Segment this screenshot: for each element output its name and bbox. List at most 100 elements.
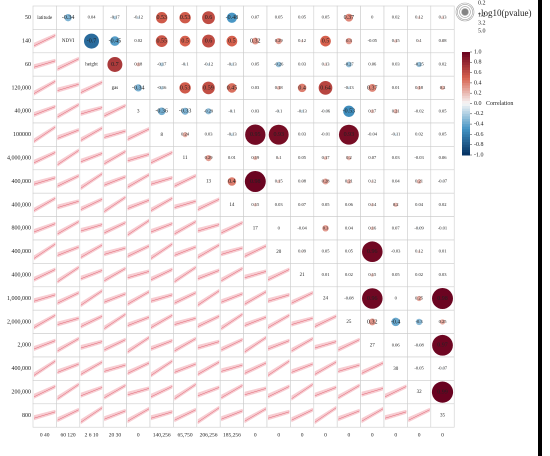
correlation-value: 0.02 [392, 15, 400, 20]
correlation-value: 0.04 [88, 15, 97, 20]
correlation-value: 0.15 [368, 272, 377, 277]
variable-label: 8 [160, 133, 163, 138]
fit-line [104, 222, 126, 234]
x-axis-label: 140,256 [153, 432, 171, 438]
fit-line [57, 409, 79, 421]
correlation-value: 0.01 [228, 155, 236, 160]
correlation-value: -0.13 [227, 132, 237, 137]
correlation-value: 0.12 [415, 15, 423, 20]
fit-line [57, 317, 79, 325]
x-axis-label: 0 [441, 432, 444, 438]
correlation-value: -0.45 [109, 38, 122, 44]
colorbar-label: -0.4 [474, 121, 484, 127]
correlation-value: -0.01 [438, 225, 447, 230]
fit-line [57, 58, 79, 70]
x-axis-label: 0 [301, 432, 304, 438]
correlation-value: 0.25 [415, 296, 424, 301]
correlation-value: 0.04 [345, 225, 354, 230]
correlation-circle [230, 110, 233, 113]
variable-label: 35 [440, 414, 446, 419]
correlation-circle [416, 61, 422, 68]
fit-line [33, 126, 56, 142]
fit-line [80, 107, 103, 115]
fit-line [291, 409, 313, 421]
correlation-circle [418, 204, 420, 206]
correlation-value: 0.06 [439, 155, 448, 160]
fit-line [80, 244, 103, 258]
correlation-circle [301, 134, 303, 136]
fit-line [104, 196, 126, 212]
fit-line [221, 339, 243, 351]
fit-line [104, 268, 126, 282]
fit-line [127, 174, 150, 188]
fit-line [150, 360, 173, 376]
colorbar-step [462, 70, 470, 74]
fit-line [80, 198, 103, 210]
correlation-circle [181, 107, 189, 115]
correlation-value: 0.53 [180, 85, 191, 91]
correlation-circle [301, 250, 304, 253]
correlation-value: 0.32 [250, 38, 261, 44]
fit-line [127, 362, 150, 374]
correlation-value: 0.37 [367, 85, 378, 91]
y-axis-label: 400,000 [12, 179, 32, 185]
correlation-circle [371, 157, 374, 159]
correlation-circle [159, 62, 164, 67]
correlation-circle [371, 63, 373, 66]
fit-line [221, 313, 243, 329]
correlation-circle [254, 87, 256, 89]
fit-line [267, 386, 290, 398]
fit-line [80, 127, 103, 141]
correlation-value: -0.05 [414, 366, 424, 371]
correlation-circle [347, 86, 351, 90]
size-legend-circle [457, 4, 473, 20]
correlation-circle [202, 11, 215, 25]
fit-line [33, 269, 56, 281]
correlation-circle [91, 17, 92, 19]
correlation-value: 0.06 [392, 342, 401, 347]
correlation-value: 0.01 [392, 85, 400, 90]
fit-line [221, 385, 243, 399]
fit-line [33, 411, 56, 419]
correlation-value: 0.03 [251, 85, 260, 90]
correlation-value: 0.7 [111, 62, 119, 68]
fit-line [80, 407, 103, 423]
x-axis-label: 0 [348, 432, 351, 438]
variable-label: height [85, 63, 98, 68]
correlation-value: 0.05 [322, 249, 331, 254]
fit-line [338, 339, 360, 351]
fit-line [361, 362, 384, 374]
correlation-circle [418, 227, 421, 230]
colorbar-label: 1.0 [474, 49, 482, 55]
correlation-circle [394, 227, 397, 230]
fit-line [57, 129, 79, 139]
correlation-circle [301, 157, 303, 159]
fit-line [104, 130, 126, 138]
fit-line [80, 341, 103, 349]
correlation-value: -0.26 [274, 62, 284, 67]
fit-line [267, 294, 290, 302]
correlation-circle [320, 35, 331, 47]
x-axis-label: 65,750 [178, 432, 193, 438]
correlation-circle [202, 34, 215, 48]
correlation-circle [155, 35, 168, 47]
correlation-circle [208, 134, 209, 136]
correlation-circle [253, 203, 257, 207]
fit-line [150, 223, 173, 233]
fit-line [221, 364, 243, 372]
y-axis-label: 2,000,000 [7, 319, 31, 325]
correlation-value: 0.16 [368, 225, 377, 230]
correlation-value: 0.05 [298, 155, 307, 160]
fit-line [150, 314, 173, 328]
size-legend-label: 0.2 [478, 0, 486, 6]
correlation-circle [226, 12, 238, 23]
fit-line [291, 363, 313, 373]
size-legend-circle [461, 8, 469, 16]
correlation-circle [395, 251, 397, 253]
correlation-value: 0.37 [344, 15, 355, 21]
colorbar-step [462, 98, 470, 102]
correlation-circle [439, 319, 446, 325]
correlation-value: 0.04 [415, 202, 424, 207]
correlation-value: -0.12 [134, 15, 143, 20]
